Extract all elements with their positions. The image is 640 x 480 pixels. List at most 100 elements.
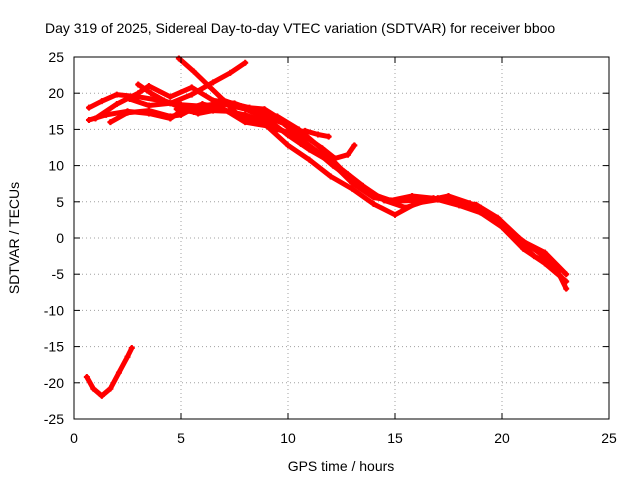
data-point <box>402 204 409 211</box>
data-point <box>430 195 437 202</box>
y-tick-label: 15 <box>48 121 64 137</box>
data-point <box>344 151 351 158</box>
series-track-4 <box>92 83 569 292</box>
data-point <box>98 392 105 399</box>
data-point <box>370 200 377 207</box>
data-point <box>302 127 309 134</box>
data-point <box>113 91 120 98</box>
data-point <box>409 193 416 200</box>
data-point <box>259 111 266 118</box>
data-point <box>516 235 523 241</box>
data-point <box>332 155 339 162</box>
data-point <box>231 101 238 108</box>
series-track-7 <box>174 97 357 161</box>
data-point <box>135 81 142 88</box>
y-tick-label: -10 <box>44 302 64 318</box>
data-point <box>83 374 90 381</box>
data-point <box>351 142 358 149</box>
data-point <box>145 107 152 114</box>
data-point <box>160 97 167 104</box>
chart-title: Day 319 of 2025, Sidereal Day-to-day VTE… <box>45 20 555 36</box>
data-point <box>541 249 548 256</box>
data-point <box>124 109 131 116</box>
data-point <box>259 117 266 124</box>
data-point <box>537 250 544 257</box>
data-point <box>563 285 570 292</box>
data-point <box>107 385 114 392</box>
x-tick-label: 0 <box>70 430 78 446</box>
data-point <box>225 108 232 115</box>
x-tick-label: 5 <box>177 430 185 446</box>
data-series-layer <box>83 55 570 399</box>
data-point <box>314 131 321 138</box>
data-point <box>558 274 565 281</box>
data-point <box>304 135 311 142</box>
data-point <box>344 173 351 180</box>
data-point <box>274 126 281 133</box>
y-tick-label: -5 <box>52 266 65 282</box>
x-tick-label: 25 <box>601 430 617 446</box>
y-tick-label: 0 <box>56 230 64 246</box>
data-point <box>563 271 570 278</box>
data-point <box>190 68 197 75</box>
data-point <box>210 107 217 114</box>
data-point <box>115 369 122 376</box>
data-point <box>205 82 212 89</box>
data-point <box>261 106 268 113</box>
data-point <box>188 84 195 91</box>
y-tick-label: 25 <box>48 49 64 65</box>
data-point <box>178 104 184 111</box>
data-point <box>113 101 120 108</box>
data-point <box>312 148 319 155</box>
data-point <box>355 180 362 187</box>
series-track-2 <box>86 92 569 277</box>
data-point <box>285 142 291 149</box>
data-point <box>85 104 92 111</box>
data-point <box>107 119 114 126</box>
series-track-3 <box>86 101 569 284</box>
y-tick-label: -20 <box>44 375 64 391</box>
data-point <box>126 95 133 102</box>
data-point <box>531 253 538 260</box>
data-point <box>188 91 195 98</box>
data-point <box>329 162 336 169</box>
data-point <box>135 90 142 97</box>
data-point <box>167 93 174 100</box>
y-tick-label: 20 <box>48 85 64 101</box>
data-point <box>92 115 99 122</box>
x-tick-label: 10 <box>280 430 296 446</box>
data-point <box>246 104 253 111</box>
data-point <box>297 140 304 147</box>
data-point <box>145 82 152 89</box>
data-point <box>128 345 135 352</box>
data-point <box>178 111 184 118</box>
data-point <box>306 156 313 163</box>
data-point <box>145 102 152 109</box>
x-tick-label: 15 <box>387 430 403 446</box>
data-point <box>289 124 296 131</box>
data-point <box>124 353 131 360</box>
data-point <box>494 214 501 221</box>
y-tick-label: 10 <box>48 158 64 174</box>
x-axis-label: GPS time / hours <box>288 458 395 474</box>
data-point <box>319 145 326 152</box>
data-point <box>98 98 105 105</box>
y-tick-label: -15 <box>44 339 64 355</box>
y-axis-label: SDTVAR / TECUs <box>6 182 22 294</box>
data-point <box>451 198 458 205</box>
data-point <box>242 59 249 66</box>
data-point <box>366 190 373 197</box>
data-point <box>392 211 398 218</box>
data-point <box>220 97 227 104</box>
data-point <box>85 116 92 123</box>
data-point <box>387 197 394 204</box>
data-point <box>287 130 294 137</box>
data-point <box>210 79 217 86</box>
data-point <box>195 110 202 117</box>
x-tick-label: 20 <box>494 430 510 446</box>
data-point <box>473 201 480 208</box>
data-point <box>227 69 234 76</box>
axis-ticks: 0 5 10 15 20 25 -25 -20 -15 -10 -5 0 5 10 15 20 25 <box>44 49 617 446</box>
data-point <box>242 111 249 118</box>
